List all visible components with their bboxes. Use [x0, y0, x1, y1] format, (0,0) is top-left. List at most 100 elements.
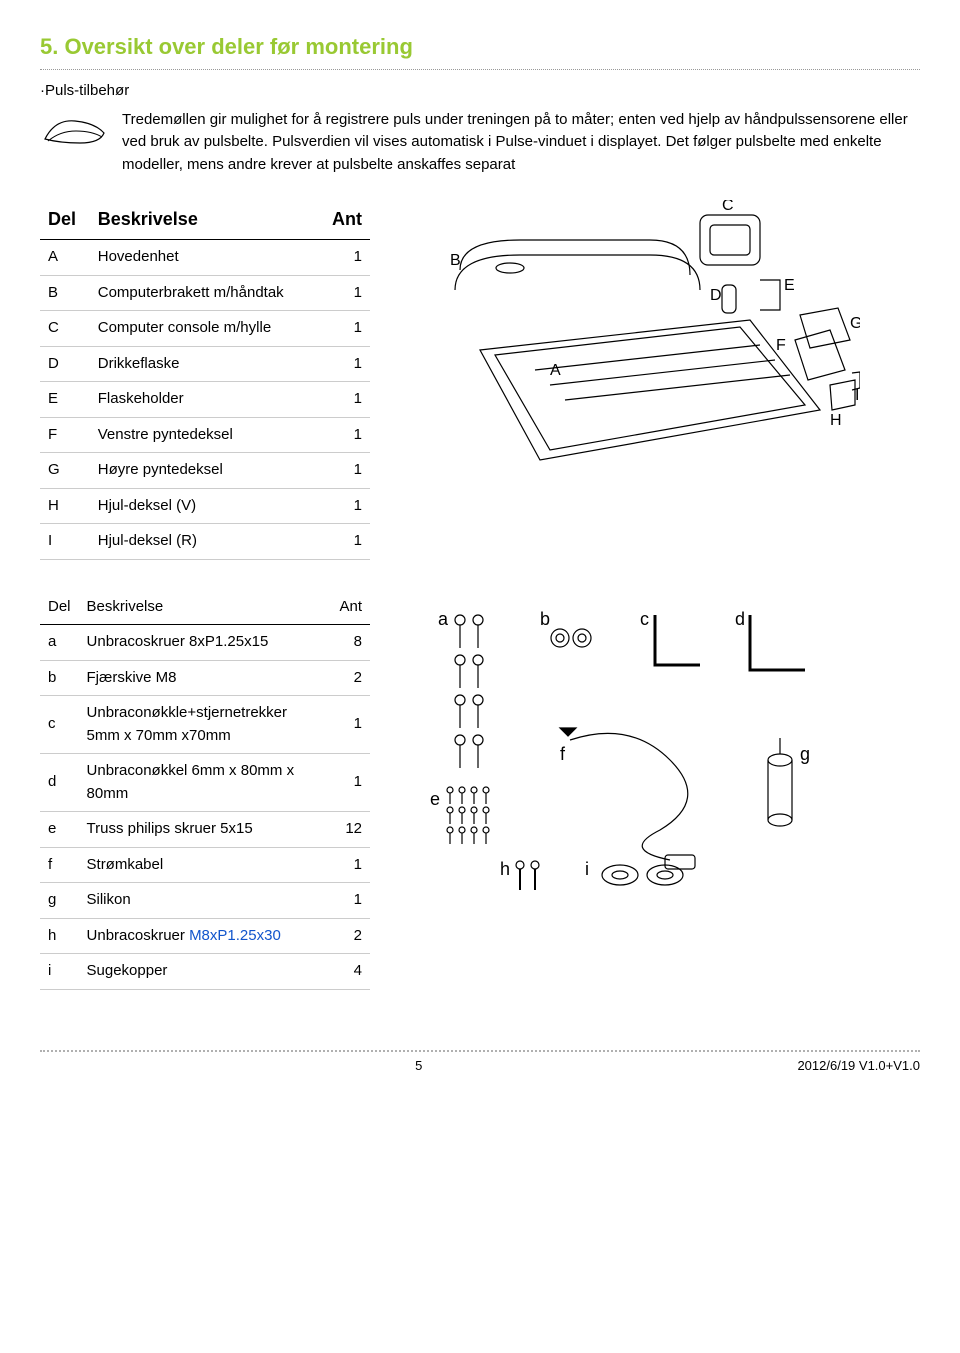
table-row: HHjul-deksel (V)1 — [40, 488, 370, 524]
cell-id: h — [40, 918, 79, 954]
cell-qty: 1 — [331, 754, 370, 812]
main-parts-table: Del Beskrivelse Ant AHovedenhet1BCompute… — [40, 200, 370, 560]
cell-name: Hjul-deksel (R) — [90, 524, 318, 560]
cell-id: E — [40, 382, 90, 418]
title-rule — [40, 69, 920, 70]
cell-qty: 12 — [331, 812, 370, 848]
cell-qty: 1 — [318, 382, 370, 418]
cell-id: C — [40, 311, 90, 347]
table-row: AHovedenhet1 — [40, 240, 370, 276]
table-row: BComputerbrakett m/håndtak1 — [40, 275, 370, 311]
cell-id: A — [40, 240, 90, 276]
cell-qty: 1 — [318, 524, 370, 560]
cell-qty: 1 — [331, 847, 370, 883]
hw-parts-table: Del Beskrivelse Ant aUnbracoskruer 8xP1.… — [40, 590, 370, 990]
cell-name: Silikon — [79, 883, 332, 919]
cell-qty: 8 — [331, 625, 370, 661]
cell-name: Drikkeflaske — [90, 346, 318, 382]
svg-text:a: a — [438, 609, 449, 629]
cell-qty: 1 — [318, 453, 370, 489]
cell-qty: 2 — [331, 918, 370, 954]
table-row: bFjærskive M82 — [40, 660, 370, 696]
cell-id: e — [40, 812, 79, 848]
hw-parts-row: Del Beskrivelse Ant aUnbracoskruer 8xP1.… — [40, 590, 920, 990]
hardware-diagram: a b c d e f g h i — [400, 590, 920, 890]
table-row: cUnbraconøkkle+stjernetrekker 5mm x 70mm… — [40, 696, 370, 754]
table-row: eTruss philips skruer 5x1512 — [40, 812, 370, 848]
cell-id: G — [40, 453, 90, 489]
table-row: DDrikkeflaske1 — [40, 346, 370, 382]
table-row: GHøyre pyntedeksel1 — [40, 453, 370, 489]
cell-id: d — [40, 754, 79, 812]
svg-text:I: I — [855, 387, 859, 404]
page-footer: 5 2012/6/19 V1.0+V1.0 — [40, 1050, 920, 1076]
svg-text:D: D — [710, 287, 722, 304]
cell-id: B — [40, 275, 90, 311]
th-besk: Beskrivelse — [90, 200, 318, 240]
cell-name: Flaskeholder — [90, 382, 318, 418]
cell-qty: 1 — [318, 346, 370, 382]
th-del: Del — [40, 200, 90, 240]
cell-qty: 1 — [331, 883, 370, 919]
svg-text:f: f — [560, 744, 566, 764]
cell-qty: 1 — [318, 488, 370, 524]
svg-text:A: A — [550, 362, 561, 379]
cell-name: Truss philips skruer 5x15 — [79, 812, 332, 848]
cell-id: g — [40, 883, 79, 919]
section-title: 5. Oversikt over deler før montering — [40, 30, 920, 63]
cell-qty: 1 — [318, 240, 370, 276]
cell-qty: 1 — [318, 275, 370, 311]
th-del2: Del — [40, 590, 79, 625]
cell-qty: 1 — [318, 311, 370, 347]
cell-id: H — [40, 488, 90, 524]
table-row: fStrømkabel1 — [40, 847, 370, 883]
th-ant: Ant — [318, 200, 370, 240]
svg-text:g: g — [800, 744, 810, 764]
footer-version: 2012/6/19 V1.0+V1.0 — [797, 1056, 920, 1076]
table-row: aUnbracoskruer 8xP1.25x158 — [40, 625, 370, 661]
cell-id: F — [40, 417, 90, 453]
svg-text:d: d — [735, 609, 745, 629]
cell-name: Unbraconøkkel 6mm x 80mm x 80mm — [79, 754, 332, 812]
cell-id: i — [40, 954, 79, 990]
th-besk2: Beskrivelse — [79, 590, 332, 625]
table-row: CComputer console m/hylle1 — [40, 311, 370, 347]
svg-text:F: F — [776, 337, 786, 354]
cell-name: Hjul-deksel (V) — [90, 488, 318, 524]
cell-id: c — [40, 696, 79, 754]
cell-name: Fjærskive M8 — [79, 660, 332, 696]
table-row: gSilikon1 — [40, 883, 370, 919]
cell-name: Computer console m/hylle — [90, 311, 318, 347]
main-parts-row: Del Beskrivelse Ant AHovedenhet1BCompute… — [40, 200, 920, 560]
table-row: EFlaskeholder1 — [40, 382, 370, 418]
treadmill-exploded-diagram: A B C D E F G H I — [400, 200, 920, 500]
cell-name: Strømkabel — [79, 847, 332, 883]
table-row: iSugekopper4 — [40, 954, 370, 990]
intro-row: Tredemøllen gir mulighet for å registrer… — [40, 109, 920, 177]
cell-name: Unbracoskruer M8xP1.25x30 — [79, 918, 332, 954]
cell-qty: 1 — [331, 696, 370, 754]
cell-name: Computerbrakett m/håndtak — [90, 275, 318, 311]
cell-name: Sugekopper — [79, 954, 332, 990]
cell-id: D — [40, 346, 90, 382]
table-row: FVenstre pyntedeksel1 — [40, 417, 370, 453]
svg-text:e: e — [430, 789, 440, 809]
svg-text:b: b — [540, 609, 550, 629]
svg-text:C: C — [722, 200, 734, 214]
svg-text:h: h — [500, 859, 510, 879]
cell-qty: 2 — [331, 660, 370, 696]
cell-name: Hovedenhet — [90, 240, 318, 276]
table-row: IHjul-deksel (R)1 — [40, 524, 370, 560]
svg-text:E: E — [784, 277, 795, 294]
svg-text:H: H — [830, 412, 842, 429]
table-row: hUnbracoskruer M8xP1.25x302 — [40, 918, 370, 954]
pulse-belt-icon — [40, 109, 110, 159]
th-ant2: Ant — [331, 590, 370, 625]
footer-rule — [40, 1050, 920, 1052]
cell-name: Unbraconøkkle+stjernetrekker 5mm x 70mm … — [79, 696, 332, 754]
cell-qty: 1 — [318, 417, 370, 453]
cell-name: Høyre pyntedeksel — [90, 453, 318, 489]
svg-text:B: B — [450, 252, 461, 269]
cell-id: b — [40, 660, 79, 696]
cell-qty: 4 — [331, 954, 370, 990]
